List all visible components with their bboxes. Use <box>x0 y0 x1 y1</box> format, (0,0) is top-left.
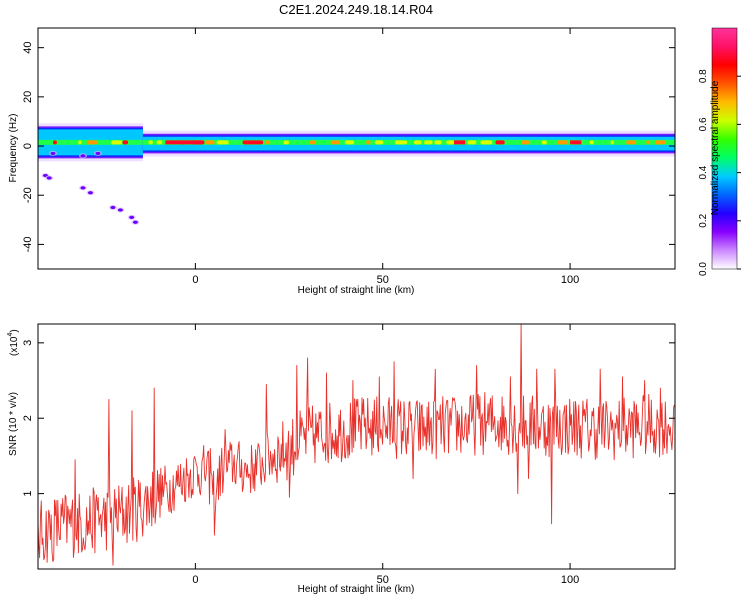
colorbar-tick-label: 0.4 <box>698 165 709 179</box>
snr-panel: 0 50 100 1 2 3 Height of straight line (km) S… <box>7 323 676 595</box>
spectrogram-hot-cell <box>216 140 229 145</box>
spectrogram-blob <box>80 186 86 190</box>
spectrogram-hot-cell <box>111 140 123 145</box>
spectrogram-y-tick-label: 20 <box>22 91 34 103</box>
snr-y-multiplier: (x104) <box>7 329 20 356</box>
spectrogram-hot-cell <box>265 140 270 145</box>
spectrogram-plot-frame <box>37 27 676 270</box>
spectrogram-hot-cell <box>345 140 355 145</box>
spectrogram-peak-segment <box>570 140 582 145</box>
snr-y-tick-label: 2 <box>22 415 34 421</box>
snr-series-line <box>38 324 675 566</box>
spectrogram-hot-cell <box>557 140 569 145</box>
spectrogram-hot-cell <box>480 140 493 145</box>
spectrogram-hot-cell <box>424 140 433 145</box>
snr-plot-frame <box>37 323 676 570</box>
colorbar-label: Normalized spectral amplitude <box>710 80 721 215</box>
spectrogram-hot-cell <box>52 140 57 145</box>
colorbar-tick-label: 0.2 <box>698 213 709 227</box>
spectrogram-y-tick-label: 40 <box>22 42 34 54</box>
spectrogram-heatmap <box>38 123 675 225</box>
spectrogram-hot-cell <box>156 140 163 145</box>
spectrogram-x-tick-label: 0 <box>192 274 198 286</box>
spectrogram-hot-cell <box>374 140 384 145</box>
spectrogram-hot-cell <box>589 140 594 145</box>
spectrogram-hot-cell <box>366 140 371 145</box>
spectrogram-hot-cell <box>250 140 264 145</box>
spectrogram-y-tick-label: -20 <box>22 187 34 203</box>
spectrogram-hot-cell <box>610 140 614 145</box>
spectrogram-hot-cell <box>467 140 477 145</box>
spectrogram-blob <box>117 208 123 212</box>
spectrogram-y-tick-label: -40 <box>22 236 34 252</box>
spectrogram-hot-cell <box>541 140 547 145</box>
spectrogram-hot-cell <box>495 140 505 145</box>
colorbar-tick-label: 0.8 <box>698 69 709 83</box>
spectrogram-hot-cell <box>521 140 530 145</box>
spectrogram-hot-cell <box>626 140 636 145</box>
spectrogram-hot-cell <box>394 140 408 145</box>
spectrogram-blob <box>50 151 56 156</box>
snr-x-tick-label: 50 <box>377 574 389 586</box>
spectrogram-x-tick-label: 50 <box>377 274 389 286</box>
colorbar-ticks: 0.0 0.2 0.4 0.6 0.8 <box>698 69 741 276</box>
colorbar: 0.0 0.2 0.4 0.6 0.8 Normalized spectral ampl… <box>698 27 741 276</box>
spectrogram-ticks: 0 50 100 -40 -20 0 20 40 <box>22 28 675 286</box>
spectrogram-hot-cell <box>434 140 442 145</box>
spectrogram-blob <box>110 205 116 210</box>
spectrogram-hot-cell <box>446 140 456 145</box>
spectrogram-hot-cell <box>205 140 215 145</box>
spectrogram-x-tick-label: 100 <box>561 274 579 286</box>
snr-y-axis-label: SNR (10 * v/v) <box>8 392 19 456</box>
spectrogram-panel: 0 50 100 -40 -20 0 20 40 Height of straight lin… <box>8 27 676 296</box>
snr-ticks: 0 50 100 1 2 3 <box>22 324 675 586</box>
svg-text:(x104): (x104) <box>7 329 20 356</box>
spectrogram-hot-cell <box>654 140 666 145</box>
snr-y-tick-label: 1 <box>22 491 34 497</box>
spectrogram-hot-cell <box>330 140 340 145</box>
spectrogram-hot-cell <box>283 140 289 145</box>
spectrogram-blob <box>46 176 52 180</box>
spectrogram-hot-cell <box>86 140 98 145</box>
snr-x-axis-label: Height of straight line (km) <box>298 584 415 595</box>
snr-x-tick-label: 0 <box>192 574 198 586</box>
spectrogram-y-axis-label: Frequency (Hz) <box>8 114 19 183</box>
colorbar-gradient <box>711 27 738 270</box>
figure-title: C2E1.2024.249.18.14.R04 <box>279 2 433 17</box>
colorbar-tick-label: 0.0 <box>698 262 709 276</box>
colorbar-tick-label: 0.6 <box>698 117 709 131</box>
spectrogram-peak-segment <box>165 140 203 145</box>
spectrogram-x-axis-label: Height of straight line (km) <box>298 285 415 296</box>
spectrogram-peak-segment <box>453 140 466 145</box>
spectrogram-blob <box>95 151 101 156</box>
spectrogram-y-tick-label: 0 <box>22 143 34 149</box>
spectrogram-hot-cell <box>148 140 153 145</box>
spectrogram-blob <box>87 191 93 195</box>
spectrogram-hot-cell <box>309 140 316 145</box>
spectrogram-blob <box>132 220 138 224</box>
snr-x-tick-label: 100 <box>561 574 579 586</box>
snr-y-tick-label: 3 <box>22 340 34 346</box>
spectrogram-hot-cell <box>122 140 129 145</box>
spectrogram-green-band <box>142 139 675 145</box>
spectrogram-blob <box>80 154 86 158</box>
spectrogram-hot-cell <box>646 140 651 145</box>
spectrogram-hot-cell <box>78 140 82 145</box>
spectrogram-blob <box>129 215 135 219</box>
spectrogram-hot-cell <box>413 140 422 145</box>
